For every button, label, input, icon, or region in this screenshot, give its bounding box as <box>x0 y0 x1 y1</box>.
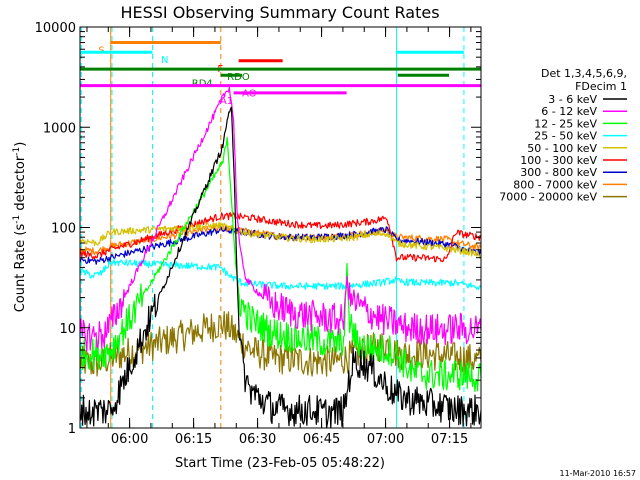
series-line-0 <box>79 106 482 429</box>
flag-label-rdo: RDO <box>227 72 250 83</box>
x-tick-label-4: 07:00 <box>367 432 404 447</box>
chart-title: HESSI Observing Summary Count Rates <box>120 3 439 22</box>
x-tick-label-5: 07:15 <box>431 432 468 447</box>
legend-label-3: 25 - 50 keV <box>534 130 597 143</box>
x-axis-label: Start Time (23-Feb-05 05:48:22) <box>175 456 385 471</box>
y-tick-label-4: 10000 <box>35 21 76 36</box>
legend-header-line2: FDecim 1 <box>575 80 627 93</box>
series-layer <box>79 86 482 429</box>
legend-label-1: 6 - 12 keV <box>541 105 597 118</box>
x-tick-label-2: 06:30 <box>239 432 276 447</box>
y-tick-label-3: 1000 <box>43 121 76 136</box>
y-tick-label-2: 100 <box>51 222 76 237</box>
y-axis-label-mid: detector <box>13 155 28 215</box>
legend-label-5: 100 - 300 keV <box>520 154 597 167</box>
y-axis-label-prefix: Count Rate (s <box>13 224 28 313</box>
flag-label-n: N <box>161 55 168 66</box>
y-axis: 1 10 100 1000 10000 <box>35 21 481 437</box>
y-tick-label-1: 10 <box>59 322 76 337</box>
legend-label-6: 300 - 800 keV <box>520 166 597 179</box>
legend-label-0: 3 - 6 keV <box>548 93 597 106</box>
series-line-3 <box>79 258 482 291</box>
legend-header-line1: Det 1,3,4,5,6,9, <box>541 67 627 80</box>
legend-label-7: 800 - 7000 keV <box>513 178 597 191</box>
y-axis-label-sup2: -1 <box>12 147 22 156</box>
series-line-5 <box>79 212 482 263</box>
flag-label-a1: A1 <box>220 96 233 107</box>
x-tick-label-0: 06:00 <box>111 432 148 447</box>
y-axis-label-sup1: -1 <box>12 215 22 224</box>
y-axis-label-suffix: ) <box>13 142 28 147</box>
series-line-4 <box>79 221 482 259</box>
x-axis: 06:00 06:15 06:30 06:45 07:00 07:15 <box>86 27 472 447</box>
legend-label-8: 7000 - 20000 keV <box>499 191 597 204</box>
x-tick-label-3: 06:45 <box>303 432 340 447</box>
flag-bars: SNFRDORD4AOA1 <box>80 41 481 107</box>
x-tick-label-1: 06:15 <box>175 432 212 447</box>
series-line-8 <box>79 311 482 377</box>
legend-label-4: 50 - 100 keV <box>527 142 597 155</box>
legend-label-2: 12 - 25 keV <box>534 117 597 130</box>
series-line-2 <box>79 136 482 393</box>
timestamp: 11-Mar-2010 16:57 <box>560 469 637 478</box>
flag-label-rd4: RD4 <box>192 78 213 89</box>
y-axis-label: Count Rate (s-1 detector-1) <box>12 142 28 313</box>
series-line-1 <box>79 86 482 352</box>
y-tick-label-0: 1 <box>68 422 76 437</box>
